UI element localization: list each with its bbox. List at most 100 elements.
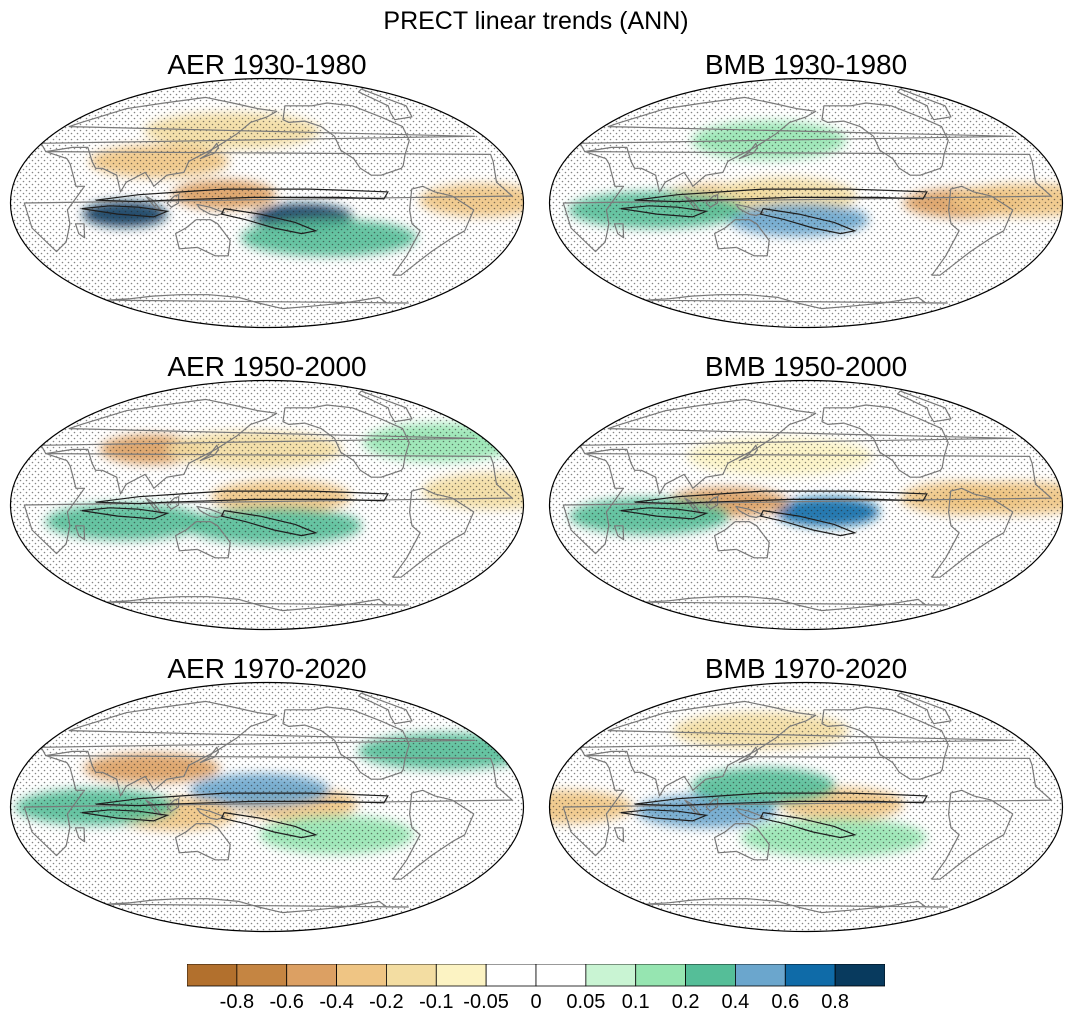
map-border — [548, 379, 1064, 631]
coastline-borneo — [166, 798, 180, 812]
rain-belt-contour — [620, 809, 709, 822]
coastline-new-guinea — [196, 203, 225, 217]
panel-bmb-1950-2000: BMB 1950-2000 — [548, 351, 1064, 631]
figure-title: PRECT linear trends (ANN) — [383, 7, 689, 35]
coastline-new-guinea — [196, 807, 225, 821]
rain-belt-contour — [634, 188, 928, 203]
rain-belt-contour — [95, 188, 389, 203]
coastline-south-america — [931, 185, 1014, 276]
climatology-contours — [81, 188, 389, 235]
colorbar-tick-label: 0.4 — [721, 991, 750, 1013]
coastline-new-guinea — [735, 505, 764, 519]
coastlines — [23, 88, 513, 310]
colorbar-swatch — [435, 964, 487, 987]
rain-belt-contour — [81, 809, 170, 822]
coastline-greenland — [897, 390, 952, 423]
coastline-europe-asia — [579, 398, 1015, 495]
map-border — [9, 77, 525, 329]
rain-belt-contour — [220, 811, 318, 839]
stippling — [549, 380, 1063, 630]
trend-map — [548, 681, 1064, 933]
coastline-madagascar — [74, 525, 86, 541]
trend-map — [9, 379, 525, 631]
panel-aer-1930-1980: AER 1930-1980 — [9, 50, 525, 329]
coastline-japan — [199, 444, 219, 462]
rain-belt-contour — [759, 509, 857, 537]
coastline-antarctica — [104, 596, 409, 612]
coastline-sumatra — [145, 497, 163, 514]
coastline-japan — [199, 746, 219, 764]
climatology-contours — [620, 188, 928, 235]
coastline-europe-asia — [579, 700, 1015, 797]
rain-belt-contour — [81, 205, 170, 218]
colorbar-swatch — [187, 964, 238, 987]
map-border — [9, 379, 525, 631]
colorbar-swatch — [635, 964, 686, 987]
colorbar-swatch — [784, 964, 836, 987]
coastline-japan — [738, 142, 758, 160]
colorbar-tick-label: 0.2 — [671, 991, 700, 1013]
coastline-antarctica — [643, 898, 948, 914]
trend-map — [548, 77, 1064, 329]
colorbar-swatch — [834, 964, 885, 987]
coastline-north-america — [821, 102, 949, 176]
climatology-contours — [81, 792, 389, 839]
colorbar-swatch — [535, 964, 587, 987]
coastlines — [23, 390, 513, 612]
coastline-north-america — [821, 404, 949, 478]
coastline-sumatra — [145, 799, 163, 816]
coastline-japan — [738, 444, 758, 462]
colorbar-swatch — [336, 964, 387, 987]
colorbar-tick-label: 0.1 — [621, 991, 650, 1013]
coastline-australia — [175, 823, 231, 861]
stippling — [549, 682, 1063, 932]
coastline-south-america — [392, 185, 475, 276]
coastline-borneo — [705, 496, 719, 510]
colorbar-swatch — [585, 964, 637, 987]
colorbar-tick-label: -0.05 — [463, 991, 509, 1013]
coastline-antarctica — [643, 294, 948, 310]
coastline-sumatra — [684, 195, 702, 212]
coastline-madagascar — [74, 223, 86, 239]
coastlines — [562, 88, 1052, 310]
coastline-south-america — [392, 487, 475, 578]
panel-title: AER 1970-2020 — [167, 653, 367, 684]
colorbar-swatch — [685, 964, 736, 987]
colorbar-swatch — [485, 964, 537, 987]
panel-title: BMB 1950-2000 — [704, 351, 908, 382]
rain-belt-contour — [95, 792, 389, 807]
trend-map — [9, 681, 525, 933]
coastline-europe-asia — [40, 96, 476, 193]
coastline-japan — [199, 142, 219, 160]
colorbar-tick-label: -0.1 — [419, 991, 454, 1013]
colorbar-tick-label: -0.6 — [269, 991, 304, 1013]
colorbar-swatch — [286, 964, 337, 987]
coastline-australia — [714, 219, 770, 257]
coastlines — [562, 692, 1052, 914]
coastline-antarctica — [643, 596, 948, 612]
rain-belt-contour — [220, 207, 318, 235]
coastline-australia — [175, 219, 231, 257]
coastline-europe-asia — [579, 96, 1015, 193]
coastline-australia — [714, 823, 770, 861]
coastline-north-america — [282, 102, 410, 176]
coastline-africa — [562, 453, 1052, 555]
coastline-africa — [23, 453, 513, 555]
stippling — [10, 78, 524, 328]
map-border — [548, 681, 1064, 933]
panel-aer-1950-2000: AER 1950-2000 — [9, 352, 525, 631]
coastline-madagascar — [74, 827, 86, 843]
stippling — [549, 78, 1063, 328]
coastlines — [562, 390, 1052, 612]
coastline-madagascar — [613, 223, 625, 239]
coastline-south-america — [931, 789, 1014, 880]
colorbar-tick-label: 0 — [530, 991, 542, 1013]
colorbar-tick-label: 0.6 — [771, 991, 800, 1013]
rain-belt-contour — [759, 207, 857, 235]
rain-belt-contour — [634, 792, 928, 807]
map-border — [9, 681, 525, 933]
colorbar: -0.8 -0.6 -0.4 -0.2 -0.1 -0.05 0 0.05 0.1 0.2 0.4 0… — [187, 964, 885, 1018]
colorbar-tick-label: 0.05 — [566, 991, 606, 1013]
coastline-new-guinea — [196, 505, 225, 519]
coastline-greenland — [358, 390, 413, 423]
